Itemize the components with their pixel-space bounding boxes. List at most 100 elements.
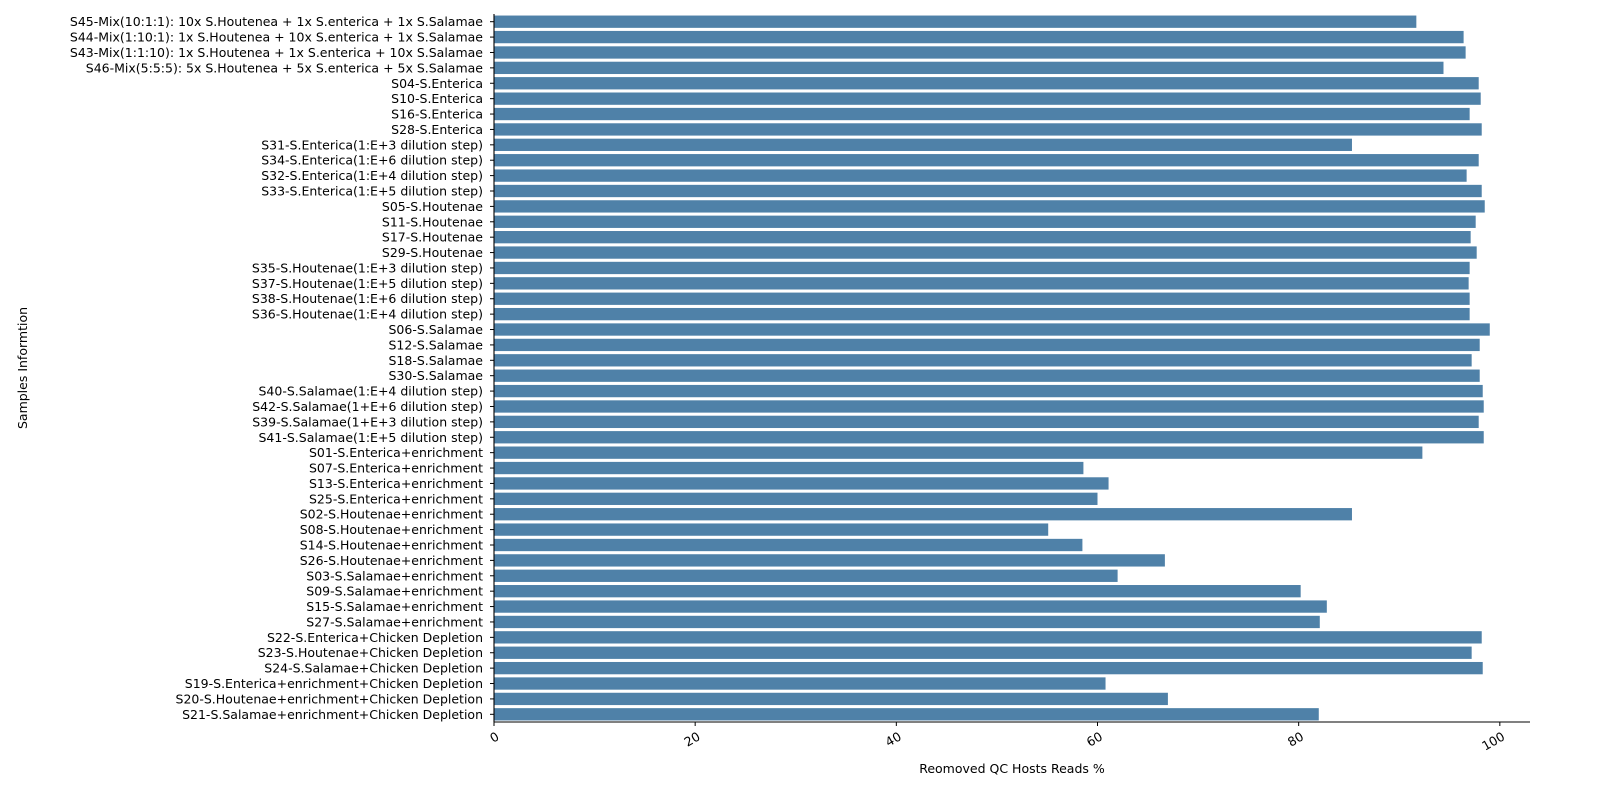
category-label: S04-S.Enterica xyxy=(391,76,483,91)
category-label: S02-S.Houtenae+enrichment xyxy=(300,507,483,522)
category-label: S26-S.Houtenae+enrichment xyxy=(300,553,483,568)
category-label: S40-S.Salamae(1:E+4 dilution step) xyxy=(259,384,484,399)
category-label: S03-S.Salamae+enrichment xyxy=(306,568,483,583)
category-label: S15-S.Salamae+enrichment xyxy=(306,599,483,614)
category-label: S28-S.Enterica xyxy=(391,122,483,137)
category-label: S20-S.Houtenae+enrichment+Chicken Deplet… xyxy=(176,691,483,706)
bar xyxy=(494,708,1319,721)
category-label: S37-S.Houtenae(1:E+5 dilution step) xyxy=(252,276,483,291)
category-label: S22-S.Enterica+Chicken Depletion xyxy=(267,630,483,645)
category-label: S25-S.Enterica+enrichment xyxy=(309,491,483,506)
category-label: S34-S.Enterica(1:E+6 dilution step) xyxy=(261,153,483,168)
bar xyxy=(494,431,1484,444)
category-labels-group: S45-Mix(10:1:1): 10x S.Houtenea + 1x S.e… xyxy=(70,14,494,722)
bar xyxy=(494,138,1352,151)
bar xyxy=(494,600,1327,613)
category-label: S11-S.Houtenae xyxy=(382,214,483,229)
category-label: S08-S.Houtenae+enrichment xyxy=(300,522,483,537)
category-label: S33-S.Enterica(1:E+5 dilution step) xyxy=(261,184,483,199)
category-label: S30-S.Salamae xyxy=(388,368,483,383)
category-label: S31-S.Enterica(1:E+3 dilution step) xyxy=(261,137,483,152)
bar xyxy=(494,246,1477,259)
bar xyxy=(494,661,1483,675)
category-label: S29-S.Houtenae xyxy=(382,245,483,260)
category-label: S24-S.Salamae+Chicken Depletion xyxy=(264,661,483,676)
category-label: S06-S.Salamae xyxy=(388,322,483,337)
bar xyxy=(494,400,1484,413)
x-axis-label: Reomoved QC Hosts Reads % xyxy=(919,761,1105,776)
category-label: S05-S.Houtenae xyxy=(382,199,483,214)
category-label: S16-S.Enterica xyxy=(391,107,483,122)
category-label: S12-S.Salamae xyxy=(388,337,483,352)
x-tick-label: 60 xyxy=(1084,729,1105,750)
x-tick-label: 40 xyxy=(883,729,904,750)
category-label: S45-Mix(10:1:1): 10x S.Houtenea + 1x S.e… xyxy=(70,14,483,29)
category-label: S01-S.Enterica+enrichment xyxy=(309,445,483,460)
x-tick-label: 100 xyxy=(1479,729,1507,754)
bar xyxy=(494,169,1467,182)
bar xyxy=(494,615,1320,629)
bar xyxy=(494,569,1118,582)
category-label: S43-Mix(1:1:10): 1x S.Houtenea + 1x S.en… xyxy=(70,45,483,60)
bar xyxy=(494,292,1470,305)
bar xyxy=(494,446,1423,459)
bar xyxy=(494,677,1106,690)
category-label: S32-S.Enterica(1:E+4 dilution step) xyxy=(261,168,483,183)
category-label: S42-S.Salamae(1+E+6 dilution step) xyxy=(252,399,483,414)
bar xyxy=(494,323,1490,336)
bar xyxy=(494,369,1480,382)
bar xyxy=(494,384,1483,398)
category-label: S19-S.Enterica+enrichment+Chicken Deplet… xyxy=(185,676,483,691)
category-label: S35-S.Houtenae(1:E+3 dilution step) xyxy=(252,260,483,275)
bar xyxy=(494,477,1109,490)
bar xyxy=(494,461,1084,475)
bar xyxy=(494,154,1479,167)
bar xyxy=(494,523,1049,536)
category-label: S39-S.Salamae(1+E+3 dilution step) xyxy=(252,414,483,429)
bar xyxy=(494,631,1482,644)
bar xyxy=(494,123,1482,136)
bar xyxy=(494,492,1098,505)
bar xyxy=(494,231,1471,244)
bar xyxy=(494,200,1485,213)
x-ticks-group: 0 20 40 60 80 100 xyxy=(487,722,1507,754)
category-label: S27-S.Salamae+enrichment xyxy=(306,614,483,629)
bar xyxy=(494,15,1417,28)
bar xyxy=(494,508,1352,521)
bar xyxy=(494,554,1165,567)
bar xyxy=(494,354,1472,367)
bar xyxy=(494,415,1479,429)
bar xyxy=(494,538,1083,552)
bar xyxy=(494,307,1470,321)
category-label: S44-Mix(1:10:1): 1x S.Houtenea + 10x S.e… xyxy=(70,30,483,45)
category-label: S10-S.Enterica xyxy=(391,91,483,106)
bar xyxy=(494,692,1168,706)
bar xyxy=(494,92,1481,105)
category-label: S09-S.Salamae+enrichment xyxy=(306,584,483,599)
category-label: S38-S.Houtenae(1:E+6 dilution step) xyxy=(252,291,483,306)
bar xyxy=(494,61,1444,75)
bar xyxy=(494,30,1464,44)
category-label: S36-S.Houtenae(1:E+4 dilution step) xyxy=(252,307,483,322)
bar xyxy=(494,77,1479,90)
y-axis-label: Samples Informtion xyxy=(15,307,30,429)
category-label: S07-S.Enterica+enrichment xyxy=(309,461,483,476)
category-label: S17-S.Houtenae xyxy=(382,230,483,245)
category-label: S14-S.Houtenae+enrichment xyxy=(300,538,483,553)
bar xyxy=(494,646,1472,659)
category-label: S23-S.Houtenae+Chicken Depletion xyxy=(258,645,483,660)
bar xyxy=(494,46,1466,59)
bar xyxy=(494,261,1470,275)
category-label: S18-S.Salamae xyxy=(388,353,483,368)
bar xyxy=(494,184,1482,198)
x-tick-label: 80 xyxy=(1285,729,1306,750)
bar xyxy=(494,215,1476,228)
bars-group xyxy=(494,15,1490,721)
x-tick-label: 0 xyxy=(487,729,501,746)
category-label: S21-S.Salamae+enrichment+Chicken Depleti… xyxy=(182,707,483,722)
bar xyxy=(494,107,1470,121)
bar xyxy=(494,585,1301,598)
category-label: S41-S.Salamae(1:E+5 dilution step) xyxy=(259,430,484,445)
x-tick-label: 20 xyxy=(681,729,702,750)
